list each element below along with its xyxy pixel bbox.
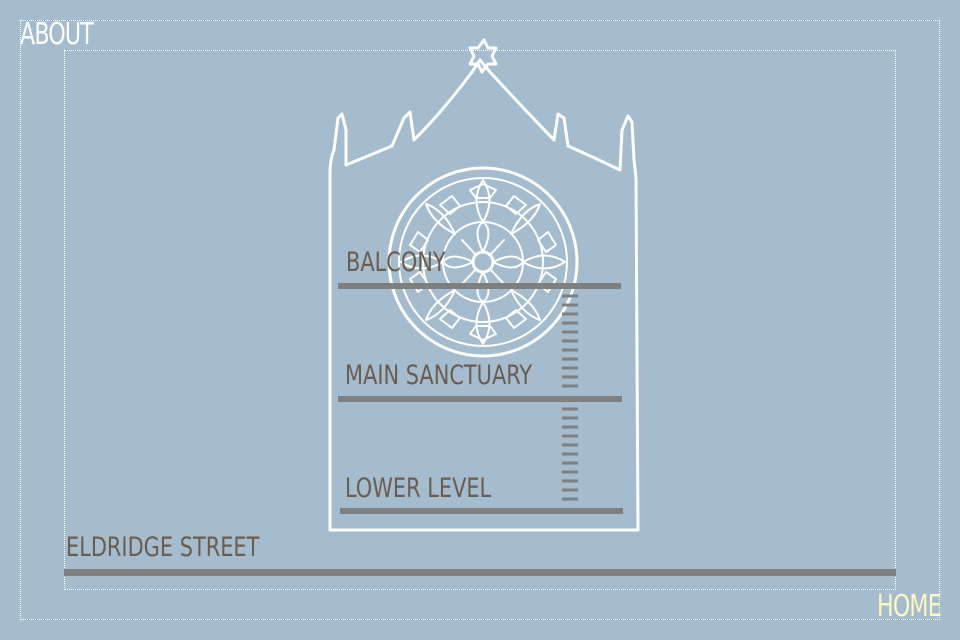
- street-ground-line: [64, 569, 896, 576]
- floor-link-balcony[interactable]: BALCONY: [346, 247, 446, 278]
- balcony-floor-line: [338, 283, 621, 289]
- floor-link-lower-level[interactable]: LOWER LEVEL: [345, 473, 492, 504]
- floor-link-eldridge-street[interactable]: ELDRIDGE STREET: [66, 532, 260, 563]
- outer-frame: [20, 20, 940, 620]
- star-finial-icon: [468, 38, 498, 74]
- floor-link-main-sanctuary[interactable]: MAIN SANCTUARY: [345, 360, 533, 391]
- main-sanctuary-floor-line: [338, 396, 622, 402]
- facade-outline: [328, 58, 640, 532]
- home-link[interactable]: HOME: [877, 589, 942, 624]
- stair-ladder: [562, 294, 578, 501]
- about-link[interactable]: ABOUT: [20, 17, 94, 52]
- lower-level-floor-line: [340, 508, 623, 514]
- inner-frame: [64, 50, 896, 590]
